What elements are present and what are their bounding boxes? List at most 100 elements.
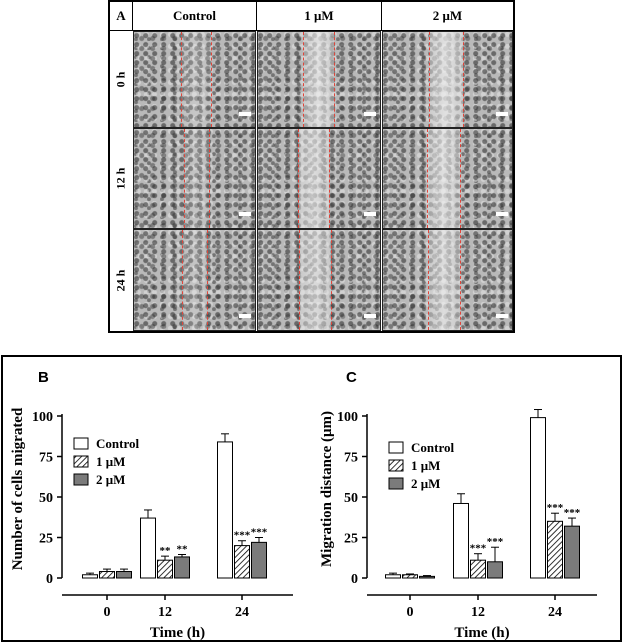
wound-edge-line — [206, 230, 208, 330]
significance-marker: *** — [487, 536, 504, 548]
wound-edge-line — [328, 129, 330, 228]
wound-gap — [181, 32, 212, 127]
wound-edge-line — [333, 32, 335, 127]
y-tick-label: 0 — [351, 572, 358, 587]
scale-bar — [364, 111, 376, 116]
legend-swatch — [73, 473, 89, 486]
wound-edge-line — [331, 230, 333, 330]
micrograph-image — [133, 128, 256, 229]
y-tick-label: 75 — [344, 451, 358, 466]
bar — [564, 525, 580, 579]
y-tick-label: 100 — [337, 410, 358, 425]
wound-gap — [303, 32, 334, 127]
micrograph-image — [382, 229, 513, 331]
wound-edge-line — [181, 32, 183, 127]
significance-marker: *** — [564, 507, 581, 519]
scale-bar — [364, 313, 376, 318]
x-tick-label: 0 — [407, 605, 414, 620]
scale-bar — [239, 111, 251, 116]
legend-swatch — [73, 437, 89, 450]
wound-gap — [429, 32, 463, 127]
y-tick-label: 25 — [39, 532, 53, 547]
x-tick-label: 12 — [471, 605, 485, 620]
wound-edge-line — [211, 32, 213, 127]
bar — [470, 559, 486, 579]
micrograph-image — [382, 128, 513, 229]
wound-edge-line — [299, 230, 301, 330]
legend-label: Control — [411, 440, 454, 455]
legend-label: 2 μM — [411, 476, 440, 491]
legend-swatch — [388, 441, 404, 454]
wound-edge-line — [460, 230, 462, 330]
legend-label: 1 μM — [411, 458, 440, 473]
bar — [251, 541, 267, 579]
bar — [530, 417, 546, 579]
legend-label: Control — [96, 436, 139, 451]
wound-edge-line — [298, 129, 300, 228]
y-axis-label: Number of cells migrated — [10, 407, 26, 570]
y-tick-label: 0 — [46, 572, 53, 587]
wound-gap — [426, 129, 461, 228]
x-tick-label: 0 — [104, 605, 111, 620]
significance-marker: ** — [177, 544, 189, 556]
x-axis-label: Time (h) — [150, 625, 205, 641]
bar — [82, 574, 98, 579]
micrograph-image — [257, 31, 381, 128]
significance-marker: ** — [160, 545, 172, 557]
header-rule — [110, 30, 513, 31]
wound-gap — [299, 230, 332, 330]
micrograph-image — [257, 229, 381, 331]
scale-bar — [364, 211, 376, 216]
y-axis-label: Migration distance (μm) — [319, 411, 335, 567]
legend-swatch — [388, 477, 404, 490]
bar — [402, 574, 418, 579]
header-divider — [381, 2, 382, 30]
wound-edge-line — [462, 32, 464, 127]
x-tick-label: 12 — [158, 605, 172, 620]
legend-label: 2 μM — [96, 472, 125, 487]
bar — [419, 575, 435, 579]
x-tick-label: 24 — [235, 605, 249, 620]
x-tick-label: 24 — [548, 605, 562, 620]
wound-edge-line — [428, 230, 430, 330]
bar — [234, 545, 250, 579]
micrograph-grid: A Control 1 μM 2 μM 0 h 12 h 24 h — [110, 2, 513, 331]
y-tick-label: 50 — [39, 491, 53, 506]
wound-edge-line — [426, 129, 428, 228]
wound-edge-line — [460, 129, 462, 228]
y-tick-label: 25 — [344, 532, 358, 547]
panel-a-micrographs: A Control 1 μM 2 μM 0 h 12 h 24 h — [108, 0, 515, 333]
wound-gap — [183, 129, 210, 228]
scale-bar — [239, 313, 251, 318]
bar — [547, 520, 563, 579]
charts-frame: B Number of cells migrated 0 25 50 75 100 0 12 24… — [1, 355, 622, 642]
bar — [174, 556, 190, 579]
legend-swatch — [388, 459, 404, 472]
micrograph-image — [382, 31, 513, 128]
bar — [157, 559, 173, 579]
scale-bar — [239, 211, 251, 216]
scale-bar — [496, 313, 508, 318]
micrograph-image — [133, 31, 256, 128]
micrograph-image — [133, 229, 256, 331]
bar — [385, 574, 401, 579]
wound-gap — [298, 129, 329, 228]
significance-marker: *** — [470, 543, 487, 555]
header-divider — [256, 2, 257, 30]
wound-gap — [428, 230, 461, 330]
wound-edge-line — [183, 129, 185, 228]
legend-swatch — [73, 455, 89, 468]
micrograph-image — [257, 128, 381, 229]
scale-bar — [496, 111, 508, 116]
wound-edge-line — [182, 230, 184, 330]
wound-edge-line — [209, 129, 211, 228]
bar — [217, 441, 233, 579]
wound-edge-line — [303, 32, 305, 127]
wound-edge-line — [429, 32, 431, 127]
significance-marker: *** — [251, 527, 268, 539]
y-tick-label: 75 — [39, 451, 53, 466]
wound-gap — [182, 230, 207, 330]
header-divider — [132, 2, 133, 30]
legend-label: 1 μM — [96, 454, 125, 469]
